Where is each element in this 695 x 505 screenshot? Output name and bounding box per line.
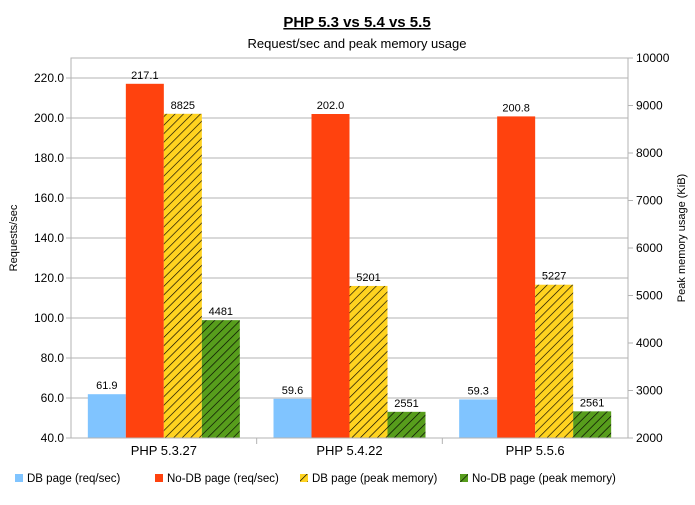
bar-data-label: 61.9 xyxy=(96,380,117,392)
bar-data-label: 2551 xyxy=(394,398,418,410)
x-category-label: PHP 5.3.27 xyxy=(131,443,197,458)
y-left-tick-label: 160.0 xyxy=(34,191,64,205)
bar-data-label: 59.6 xyxy=(282,385,303,397)
axes-layer: 40.0 60.0 80.0 100.0 120.0 140.0 160.0 180.0 200… xyxy=(34,51,670,445)
y-left-tick-label: 100.0 xyxy=(34,311,64,325)
legend-swatch xyxy=(460,474,468,482)
legend-entry: DB page (peak memory) xyxy=(312,473,437,485)
bar xyxy=(273,398,312,438)
legend-entry: DB page (req/sec) xyxy=(27,473,120,485)
y-left-axis-label: Requests/sec xyxy=(8,204,20,271)
bar-data-label: 5227 xyxy=(542,271,566,283)
chart-subtitle: Request/sec and peak memory usage xyxy=(248,36,467,51)
bar xyxy=(387,411,426,438)
bar xyxy=(459,399,498,438)
labels-layer: PHP 5.3.27 61.9 217.1 8825 4481 PHP 5.4.22 59.… xyxy=(96,70,604,458)
bar-data-label: 5201 xyxy=(356,272,380,284)
y-right-tick-label: 2000 xyxy=(636,431,663,445)
chart-title: PHP 5.3 vs 5.4 vs 5.5 xyxy=(283,14,430,31)
x-category-label: PHP 5.4.22 xyxy=(316,443,382,458)
legend-swatch xyxy=(300,474,308,482)
y-right-tick-label: 9000 xyxy=(636,99,663,113)
legend-entry: No-DB page (req/sec) xyxy=(167,473,279,485)
bar xyxy=(349,285,388,438)
y-right-tick-label: 5000 xyxy=(636,289,663,303)
legend-swatch xyxy=(155,474,163,482)
plot-area xyxy=(70,57,629,439)
bars-layer xyxy=(87,83,612,439)
bar-data-label: 4481 xyxy=(209,306,233,318)
bar-data-label: 59.3 xyxy=(467,385,488,397)
y-left-tick-label: 140.0 xyxy=(34,231,64,245)
y-left-tick-label: 220.0 xyxy=(34,71,64,85)
bar xyxy=(311,114,350,438)
x-category-label: PHP 5.5.6 xyxy=(506,443,565,458)
y-left-tick-label: 60.0 xyxy=(41,391,65,405)
y-right-tick-label: 10000 xyxy=(636,51,670,65)
y-left-tick-label: 40.0 xyxy=(41,431,65,445)
bar xyxy=(497,116,536,439)
legend: DB page (req/sec) No-DB page (req/sec) DB … xyxy=(15,473,616,485)
bar-data-label: 8825 xyxy=(171,100,195,112)
y-right-tick-label: 4000 xyxy=(636,336,663,350)
bar xyxy=(201,320,240,438)
bar xyxy=(573,411,612,438)
y-right-tick-label: 3000 xyxy=(636,384,663,398)
legend-swatch xyxy=(15,474,23,482)
y-right-axis-label: Peak memory usage (KiB) xyxy=(676,174,688,302)
y-right-tick-label: 7000 xyxy=(636,194,663,208)
bar-data-label: 2561 xyxy=(580,397,604,409)
bar-data-label: 217.1 xyxy=(131,70,159,82)
bar xyxy=(535,284,574,438)
legend-entry: No-DB page (peak memory) xyxy=(472,473,616,485)
y-right-tick-label: 8000 xyxy=(636,146,663,160)
y-left-tick-label: 200.0 xyxy=(34,111,64,125)
bar xyxy=(87,394,126,438)
bar xyxy=(125,83,164,439)
y-left-tick-label: 180.0 xyxy=(34,151,64,165)
bar xyxy=(163,113,202,438)
y-right-tick-label: 6000 xyxy=(636,241,663,255)
y-left-tick-label: 80.0 xyxy=(41,351,65,365)
bar-data-label: 200.8 xyxy=(502,102,530,114)
bar-data-label: 202.0 xyxy=(317,100,345,112)
y-left-tick-label: 120.0 xyxy=(34,271,64,285)
